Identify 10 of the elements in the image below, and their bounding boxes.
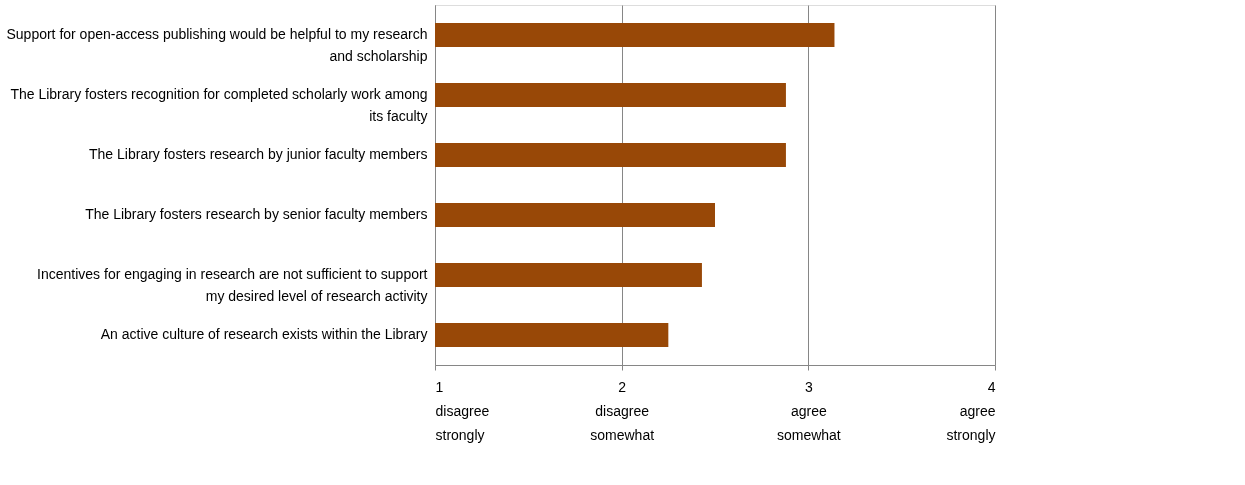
x-tick-label: 1 disagree strongly (435, 378, 490, 443)
x-tick-label: 4 agree strongly (946, 378, 996, 443)
y-tick-label: An active culture of research exists within the Library (100, 326, 428, 342)
y-tick-label: The Library fosters recognition for completed scholarly work among its faculty (10, 86, 428, 124)
y-tick-label: The Library fosters research by senior faculty members (85, 206, 428, 222)
y-tick-label: The Library fosters research by junior faculty members (89, 146, 428, 162)
x-tick-label: 3 agree somewhat (776, 378, 841, 443)
y-tick-label: Support for open-access publishing would be helpful to my research and scholarship (6, 26, 428, 64)
y-tick-label: Incentives for engaging in research are not sufficient to support my desired level of research activity (37, 266, 428, 304)
x-tick-label: 2 disagree somewhat (590, 378, 655, 443)
